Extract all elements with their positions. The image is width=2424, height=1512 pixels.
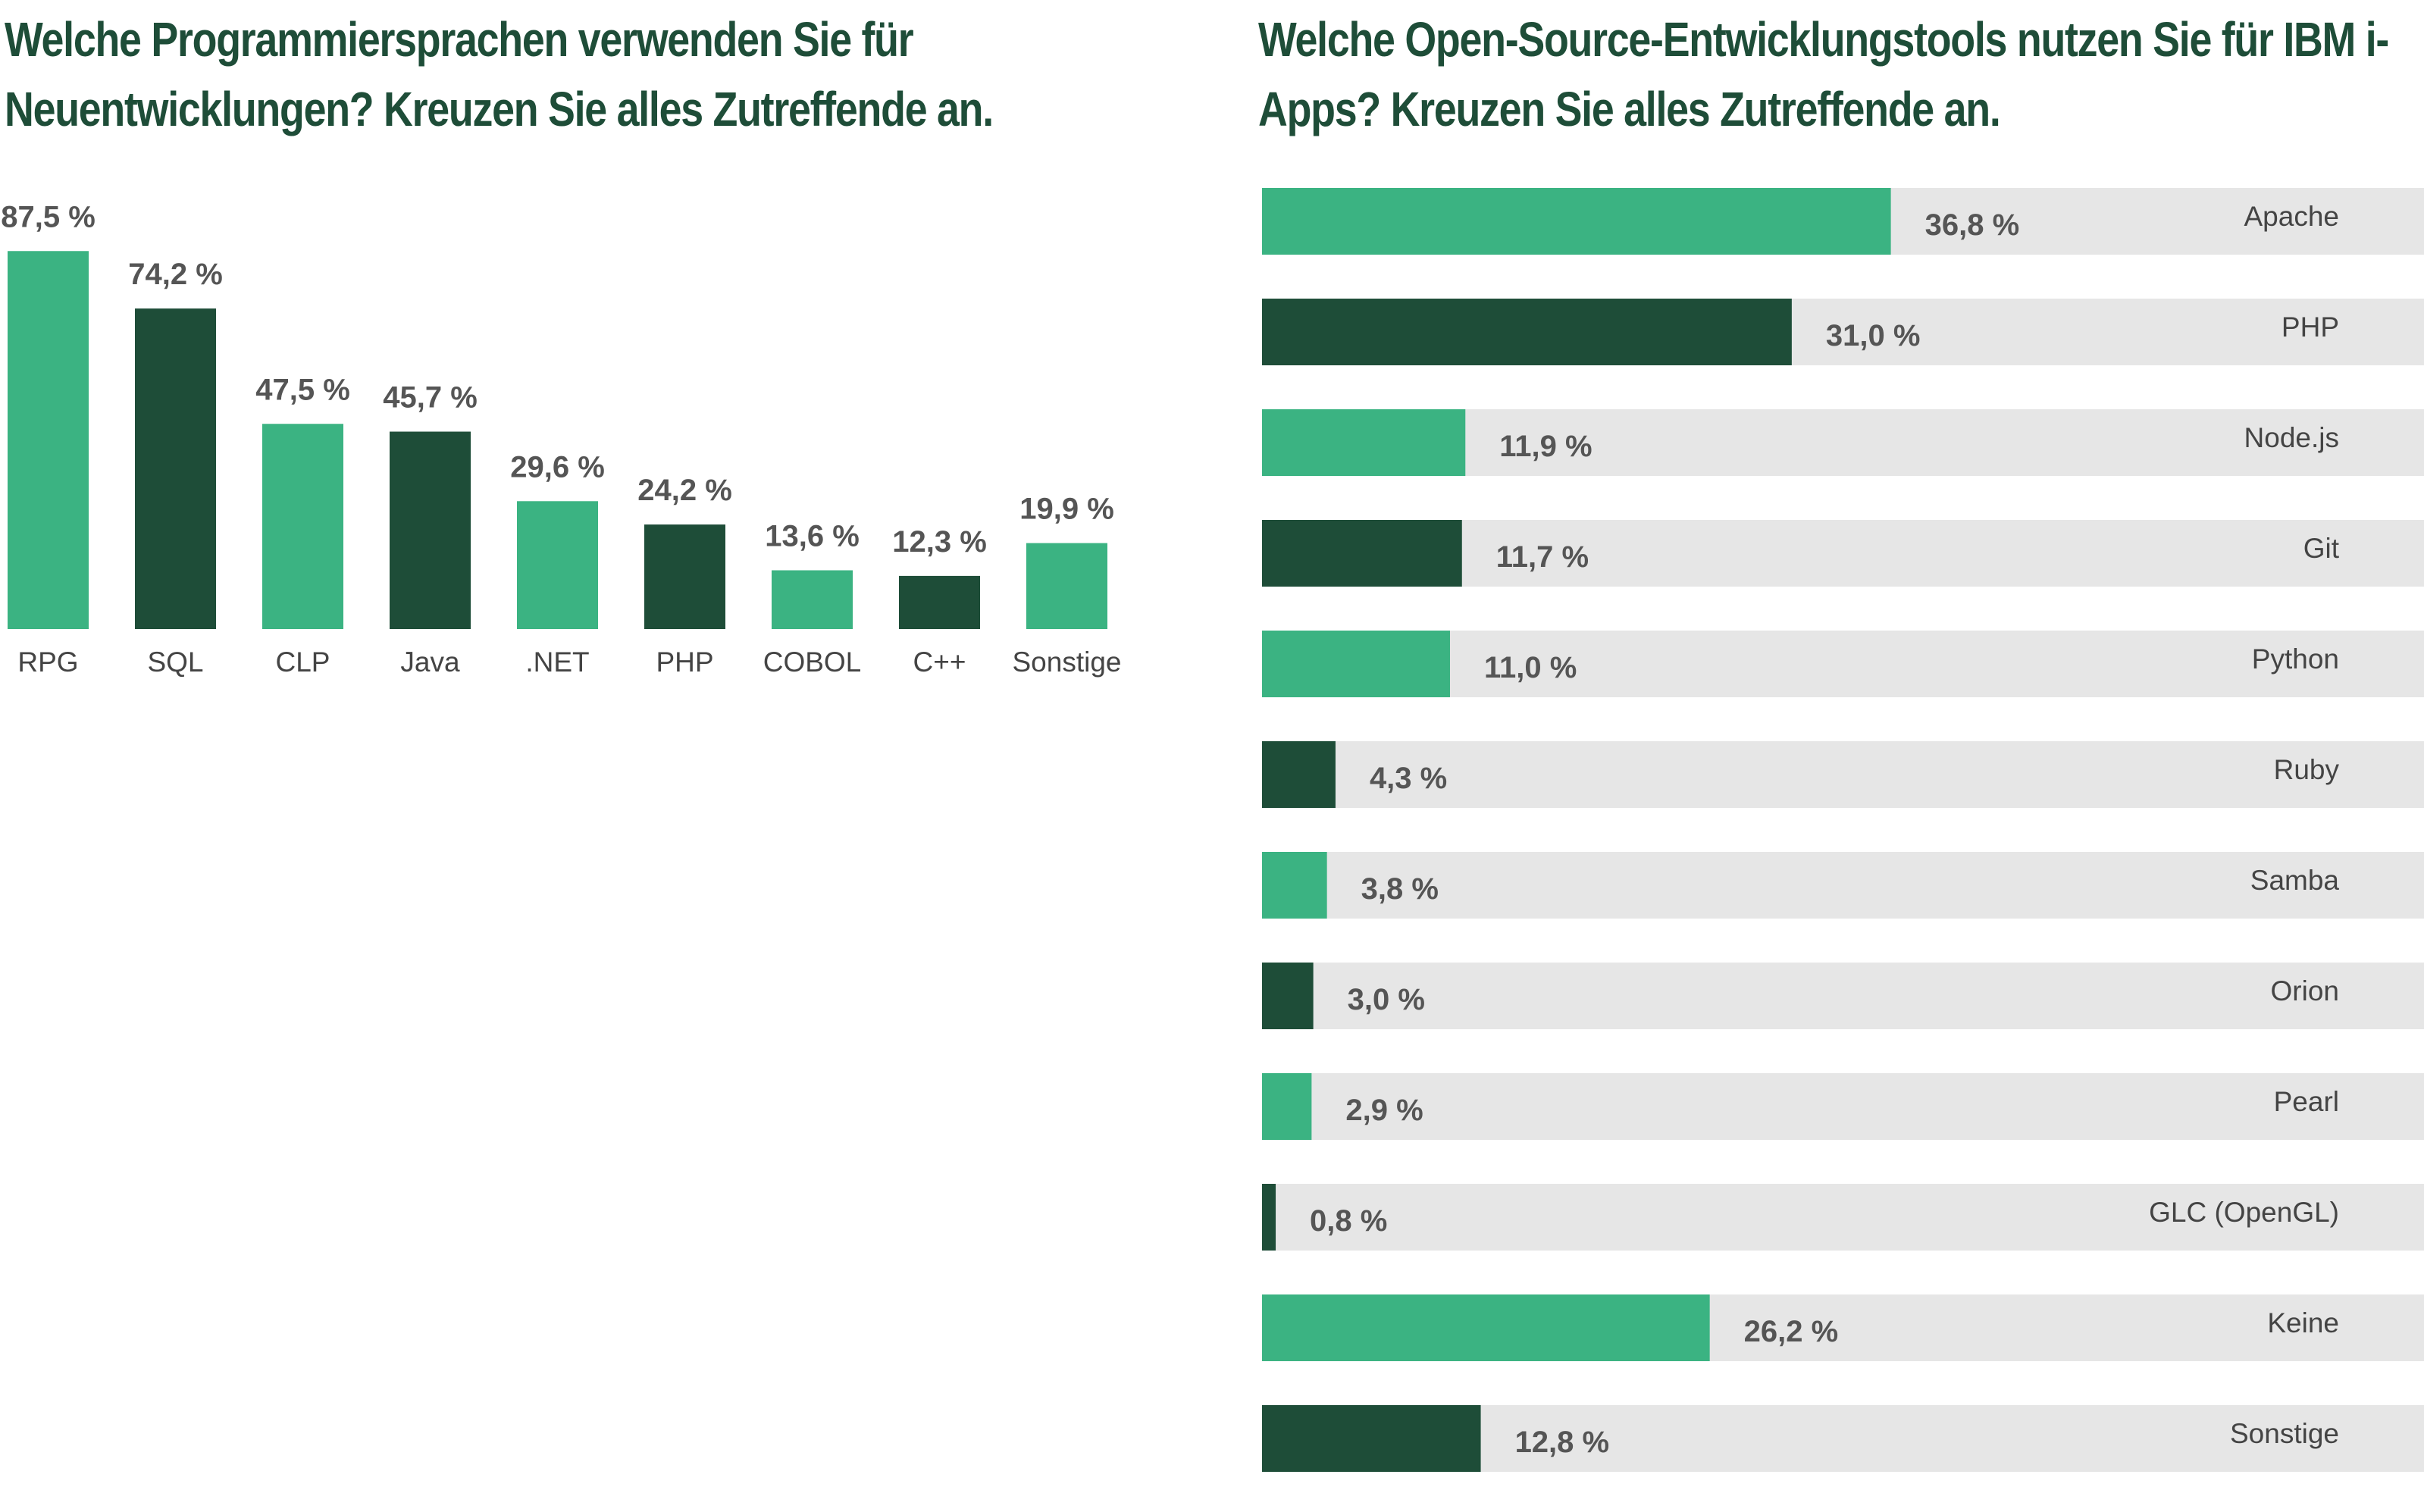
category-label: Pearl bbox=[2274, 1086, 2339, 1117]
bar-track bbox=[1262, 1073, 2424, 1140]
bar bbox=[1262, 741, 1336, 808]
category-label: SQL bbox=[147, 646, 203, 678]
category-label: GLC (OpenGL) bbox=[2149, 1197, 2339, 1228]
bar bbox=[1262, 1294, 1710, 1361]
category-label: Orion bbox=[2271, 975, 2339, 1006]
value-label: 47,5 % bbox=[255, 373, 350, 406]
value-label: 29,6 % bbox=[510, 450, 605, 484]
bar bbox=[772, 570, 853, 629]
bar-track bbox=[1262, 631, 2424, 697]
value-label: 12,3 % bbox=[892, 525, 987, 559]
bar bbox=[517, 501, 598, 629]
category-label: Node.js bbox=[2244, 422, 2339, 453]
category-label: C++ bbox=[913, 646, 966, 678]
value-label: 2,9 % bbox=[1345, 1094, 1423, 1127]
category-label: Samba bbox=[2250, 865, 2340, 896]
bar bbox=[1262, 1184, 1276, 1251]
value-label: 0,8 % bbox=[1310, 1204, 1387, 1238]
category-label: CLP bbox=[276, 646, 330, 678]
bar bbox=[135, 308, 216, 629]
value-label: 19,9 % bbox=[1019, 493, 1114, 526]
category-label: PHP bbox=[656, 646, 713, 678]
open-source-tools-bar-chart: 36,8 % Apache 31,0 % PHP 11,9 % Node.js 11,7 %… bbox=[1262, 188, 2424, 1472]
bar bbox=[1262, 520, 1462, 587]
value-label: 45,7 % bbox=[383, 381, 478, 415]
category-label: .NET bbox=[525, 646, 589, 678]
category-label: Keine bbox=[2267, 1307, 2339, 1338]
bar bbox=[1262, 852, 1327, 919]
bar-track bbox=[1262, 1184, 2424, 1251]
value-label: 13,6 % bbox=[765, 519, 860, 553]
category-label: COBOL bbox=[763, 646, 862, 678]
bar-track bbox=[1262, 852, 2424, 919]
bar bbox=[1262, 1405, 1481, 1472]
value-label: 31,0 % bbox=[1826, 319, 1921, 352]
bar bbox=[1026, 543, 1107, 629]
value-label: 11,0 % bbox=[1484, 651, 1577, 684]
bar bbox=[1262, 409, 1466, 476]
chart-right-title: Welche Open-Source-Entwicklungstools nut… bbox=[1258, 12, 2389, 136]
bar bbox=[644, 524, 725, 629]
category-label: Sonstige bbox=[2230, 1418, 2339, 1449]
bar bbox=[8, 251, 89, 629]
bar-track bbox=[1262, 963, 2424, 1029]
bar bbox=[1262, 631, 1450, 697]
category-label: PHP bbox=[2282, 311, 2339, 343]
value-label: 4,3 % bbox=[1370, 762, 1447, 795]
value-label: 3,8 % bbox=[1361, 872, 1439, 906]
category-label: Apache bbox=[2244, 201, 2340, 232]
bar bbox=[1262, 963, 1314, 1029]
value-label: 24,2 % bbox=[637, 474, 732, 507]
bar-track bbox=[1262, 741, 2424, 808]
bar bbox=[1262, 299, 1792, 365]
category-label: RPG bbox=[17, 646, 78, 678]
category-label: Git bbox=[2303, 533, 2340, 564]
value-label: 87,5 % bbox=[1, 200, 96, 233]
value-label: 36,8 % bbox=[1925, 208, 2020, 242]
category-label: Python bbox=[2252, 643, 2339, 675]
bar bbox=[899, 575, 980, 629]
value-label: 74,2 % bbox=[128, 258, 223, 291]
languages-bar-chart: 87,5 % RPG 74,2 % SQL 47,5 % CLP 45,7 % Java 29,… bbox=[1, 200, 1122, 678]
category-label: Sonstige bbox=[1013, 646, 1122, 678]
category-label: Ruby bbox=[2274, 754, 2340, 785]
bar bbox=[1262, 188, 1891, 255]
value-label: 26,2 % bbox=[1744, 1315, 1839, 1348]
value-label: 11,9 % bbox=[1499, 430, 1592, 463]
value-label: 11,7 % bbox=[1496, 540, 1589, 574]
chart-left-title: Welche Programmiersprachen verwenden Sie… bbox=[5, 12, 994, 136]
value-label: 3,0 % bbox=[1348, 983, 1425, 1016]
bar bbox=[390, 431, 471, 629]
bar bbox=[262, 424, 343, 629]
category-label: Java bbox=[400, 646, 460, 678]
value-label: 12,8 % bbox=[1515, 1426, 1610, 1459]
bar bbox=[1262, 1073, 1312, 1140]
